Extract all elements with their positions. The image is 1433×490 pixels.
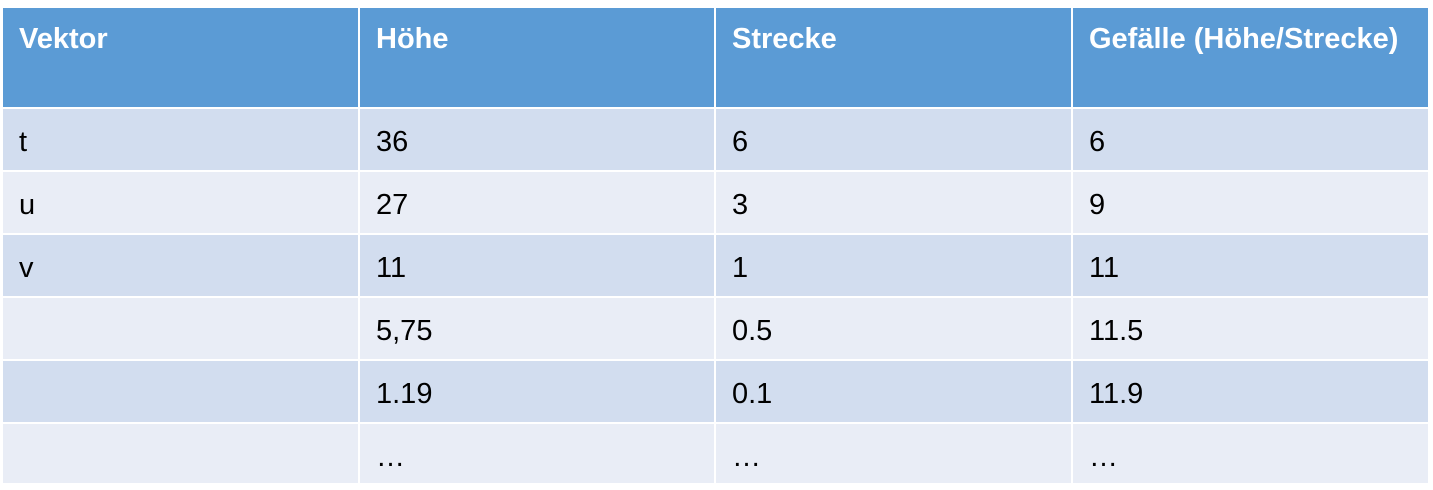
table-row: … … … — [1, 422, 1430, 485]
cell-hoehe: 1.19 — [358, 359, 716, 424]
header-vektor: Vektor — [1, 6, 360, 109]
cell-strecke: 0.1 — [714, 359, 1073, 424]
cell-gefaelle: 6 — [1071, 107, 1430, 172]
data-table: Vektor Höhe Strecke Gefälle (Höhe/Streck… — [1, 6, 1430, 485]
cell-gefaelle: 11.9 — [1071, 359, 1430, 424]
data-table-container: Vektor Höhe Strecke Gefälle (Höhe/Streck… — [1, 6, 1430, 485]
cell-vektor: v — [1, 233, 360, 298]
cell-vektor: u — [1, 170, 360, 235]
table-header-row: Vektor Höhe Strecke Gefälle (Höhe/Streck… — [1, 6, 1430, 109]
cell-gefaelle: … — [1071, 422, 1430, 485]
table-row: t 36 6 6 — [1, 107, 1430, 172]
cell-vektor — [1, 359, 360, 424]
cell-gefaelle: 11 — [1071, 233, 1430, 298]
cell-strecke: 6 — [714, 107, 1073, 172]
cell-strecke: 0.5 — [714, 296, 1073, 361]
cell-vektor — [1, 296, 360, 361]
cell-strecke: 1 — [714, 233, 1073, 298]
cell-hoehe: 36 — [358, 107, 716, 172]
cell-hoehe: 11 — [358, 233, 716, 298]
cell-hoehe: 5,75 — [358, 296, 716, 361]
cell-strecke: 3 — [714, 170, 1073, 235]
cell-hoehe: 27 — [358, 170, 716, 235]
cell-vektor: t — [1, 107, 360, 172]
header-strecke: Strecke — [714, 6, 1073, 109]
cell-gefaelle: 9 — [1071, 170, 1430, 235]
cell-hoehe: … — [358, 422, 716, 485]
table-row: v 11 1 11 — [1, 233, 1430, 298]
cell-vektor — [1, 422, 360, 485]
header-gefaelle: Gefälle (Höhe/Strecke) — [1071, 6, 1430, 109]
table-row: 1.19 0.1 11.9 — [1, 359, 1430, 424]
table-row: 5,75 0.5 11.5 — [1, 296, 1430, 361]
cell-strecke: … — [714, 422, 1073, 485]
header-hoehe: Höhe — [358, 6, 716, 109]
cell-gefaelle: 11.5 — [1071, 296, 1430, 361]
table-row: u 27 3 9 — [1, 170, 1430, 235]
